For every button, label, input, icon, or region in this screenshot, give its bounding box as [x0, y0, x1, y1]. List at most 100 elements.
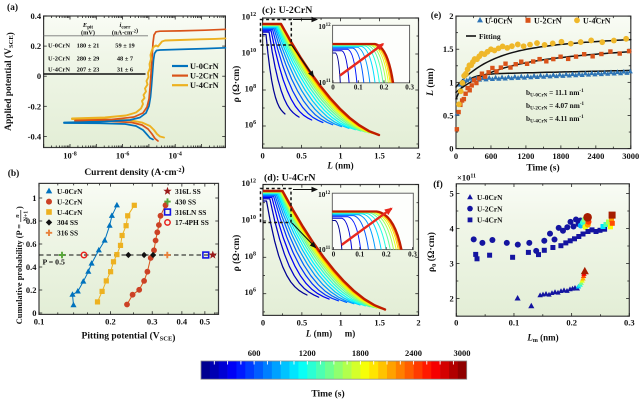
svg-text:Applied potential (VSCE): Applied potential (VSCE) — [3, 32, 16, 131]
svg-text:1: 1 — [339, 318, 343, 328]
svg-text:U-4CrN: U-4CrN — [477, 216, 503, 225]
svg-text:106: 106 — [245, 120, 257, 130]
svg-text:2: 2 — [416, 151, 420, 161]
svg-text:180 ± 21: 180 ± 21 — [77, 43, 100, 50]
svg-text:316L SS: 316L SS — [175, 187, 201, 196]
svg-text:1800: 1800 — [552, 151, 569, 161]
svg-text:Fitting: Fitting — [479, 32, 501, 41]
svg-text:Epit: Epit — [82, 22, 94, 31]
svg-text:(c): U-2CrN: (c): U-2CrN — [262, 5, 312, 16]
svg-text:0: 0 — [260, 151, 264, 161]
svg-text:m): m) — [345, 329, 356, 339]
svg-text:-0.2: -0.2 — [28, 101, 41, 111]
svg-text:600: 600 — [485, 151, 498, 161]
svg-text:2400: 2400 — [587, 151, 604, 161]
svg-text:3000: 3000 — [454, 348, 471, 358]
svg-text:U-4CrN: U-4CrN — [583, 16, 611, 25]
svg-text:Pitting potential (VSCE): Pitting potential (VSCE) — [82, 331, 176, 344]
svg-text:(f): (f) — [433, 179, 443, 190]
svg-text:108: 108 — [245, 84, 257, 94]
svg-text:ρ0 (Ω·cm): ρ0 (Ω·cm) — [426, 232, 438, 272]
svg-text:): ) — [15, 206, 24, 209]
svg-text:1.5: 1.5 — [443, 44, 454, 54]
svg-text:U-4CrN: U-4CrN — [57, 208, 83, 217]
svg-text:0.3: 0.3 — [624, 318, 635, 328]
svg-text:bU-4CrN = 4.11 nm-1: bU-4CrN = 4.11 nm-1 — [526, 114, 584, 125]
svg-text:207 ± 23: 207 ± 23 — [77, 67, 100, 74]
svg-text:1: 1 — [32, 193, 36, 203]
svg-text:icorr: icorr — [120, 22, 132, 31]
svg-text:3: 3 — [450, 259, 454, 269]
svg-text:×1011: ×1011 — [457, 173, 476, 183]
svg-text:Time (s): Time (s) — [526, 163, 559, 174]
svg-text:0.6: 0.6 — [26, 239, 37, 249]
svg-text:0.2: 0.2 — [30, 41, 41, 51]
svg-text:10-6: 10-6 — [116, 151, 130, 161]
svg-text:1012: 1012 — [318, 191, 331, 199]
svg-text:1: 1 — [449, 77, 453, 87]
svg-text:(e): (e) — [431, 10, 442, 21]
svg-text:-0.4: -0.4 — [28, 132, 42, 142]
svg-text:0: 0 — [449, 144, 453, 154]
svg-text:0: 0 — [37, 71, 41, 81]
svg-text:10-8: 10-8 — [63, 151, 77, 161]
svg-text:106: 106 — [245, 287, 257, 297]
svg-text:U-0CrN: U-0CrN — [190, 62, 219, 71]
svg-text:L (nm): L (nm) — [326, 161, 353, 171]
svg-text:U-2CrN: U-2CrN — [534, 16, 562, 25]
svg-text:1200: 1200 — [517, 151, 534, 161]
svg-text:0: 0 — [331, 84, 335, 92]
svg-text:0: 0 — [454, 151, 458, 161]
svg-text:L (nm): L (nm) — [425, 68, 436, 97]
svg-text:1012: 1012 — [318, 23, 331, 31]
svg-text:17-4PH SS: 17-4PH SS — [175, 218, 209, 227]
svg-text:0.8: 0.8 — [26, 216, 37, 226]
svg-text:U-0CrN: U-0CrN — [57, 187, 83, 196]
svg-text:P = 0.5: P = 0.5 — [43, 258, 66, 267]
svg-text:(b): (b) — [8, 168, 20, 179]
svg-text:430 SS: 430 SS — [175, 197, 196, 206]
svg-text:1010: 1010 — [242, 214, 257, 224]
svg-text:L (nm): L (nm) — [305, 329, 332, 339]
svg-text:1: 1 — [338, 151, 342, 161]
svg-text:0.4: 0.4 — [26, 262, 37, 272]
svg-text:0.2: 0.2 — [382, 251, 391, 259]
svg-text:U-0CrN: U-0CrN — [485, 16, 513, 25]
svg-text:ρ (Ω·cm): ρ (Ω·cm) — [231, 66, 242, 103]
svg-text:10-4: 10-4 — [168, 151, 182, 161]
svg-text:1011: 1011 — [318, 246, 330, 254]
svg-text:(nA·cm-2): (nA·cm-2) — [112, 28, 138, 37]
svg-text:1200: 1200 — [299, 348, 316, 358]
svg-text:31 ± 6: 31 ± 6 — [117, 67, 134, 74]
svg-text:2: 2 — [450, 294, 454, 304]
svg-text:0.2: 0.2 — [380, 84, 389, 92]
svg-text:304 SS: 304 SS — [57, 218, 78, 227]
svg-text:2400: 2400 — [405, 348, 422, 358]
svg-text:0.1: 0.1 — [354, 84, 363, 92]
svg-text:0.1: 0.1 — [509, 318, 520, 328]
svg-text:(a): (a) — [7, 2, 18, 13]
svg-text:N+1: N+1 — [24, 211, 30, 221]
svg-text:3000: 3000 — [622, 151, 639, 161]
svg-text:316LN SS: 316LN SS — [175, 208, 206, 217]
svg-text:bU-2CrN = 4.07 nm-1: bU-2CrN = 4.07 nm-1 — [526, 101, 584, 112]
svg-text:5: 5 — [450, 189, 454, 199]
svg-text:(d): U-4CrN: (d): U-4CrN — [264, 173, 315, 184]
svg-text:ρ (Ω·cm): ρ (Ω·cm) — [231, 235, 242, 272]
svg-text:n: n — [15, 214, 21, 217]
svg-text:Cumulative probability (P =: Cumulative probability (P = — [15, 224, 24, 324]
svg-text:U-2CrN: U-2CrN — [190, 72, 219, 81]
svg-text:0.5: 0.5 — [296, 151, 307, 161]
svg-text:600: 600 — [248, 348, 261, 358]
svg-text:0: 0 — [32, 308, 36, 318]
svg-text:280 ± 29: 280 ± 29 — [77, 56, 100, 63]
svg-text:U-2CrN: U-2CrN — [57, 197, 83, 206]
svg-text:(mV): (mV) — [81, 30, 95, 37]
svg-text:0.2: 0.2 — [26, 285, 37, 295]
svg-text:1.5: 1.5 — [374, 151, 385, 161]
svg-text:0: 0 — [454, 318, 458, 328]
svg-text:U-2CrN: U-2CrN — [48, 56, 70, 63]
svg-text:1011: 1011 — [319, 79, 331, 87]
svg-text:bU-0CrN = 11.1 nm-1: bU-0CrN = 11.1 nm-1 — [526, 88, 584, 99]
svg-text:U-4CrN: U-4CrN — [48, 67, 70, 74]
